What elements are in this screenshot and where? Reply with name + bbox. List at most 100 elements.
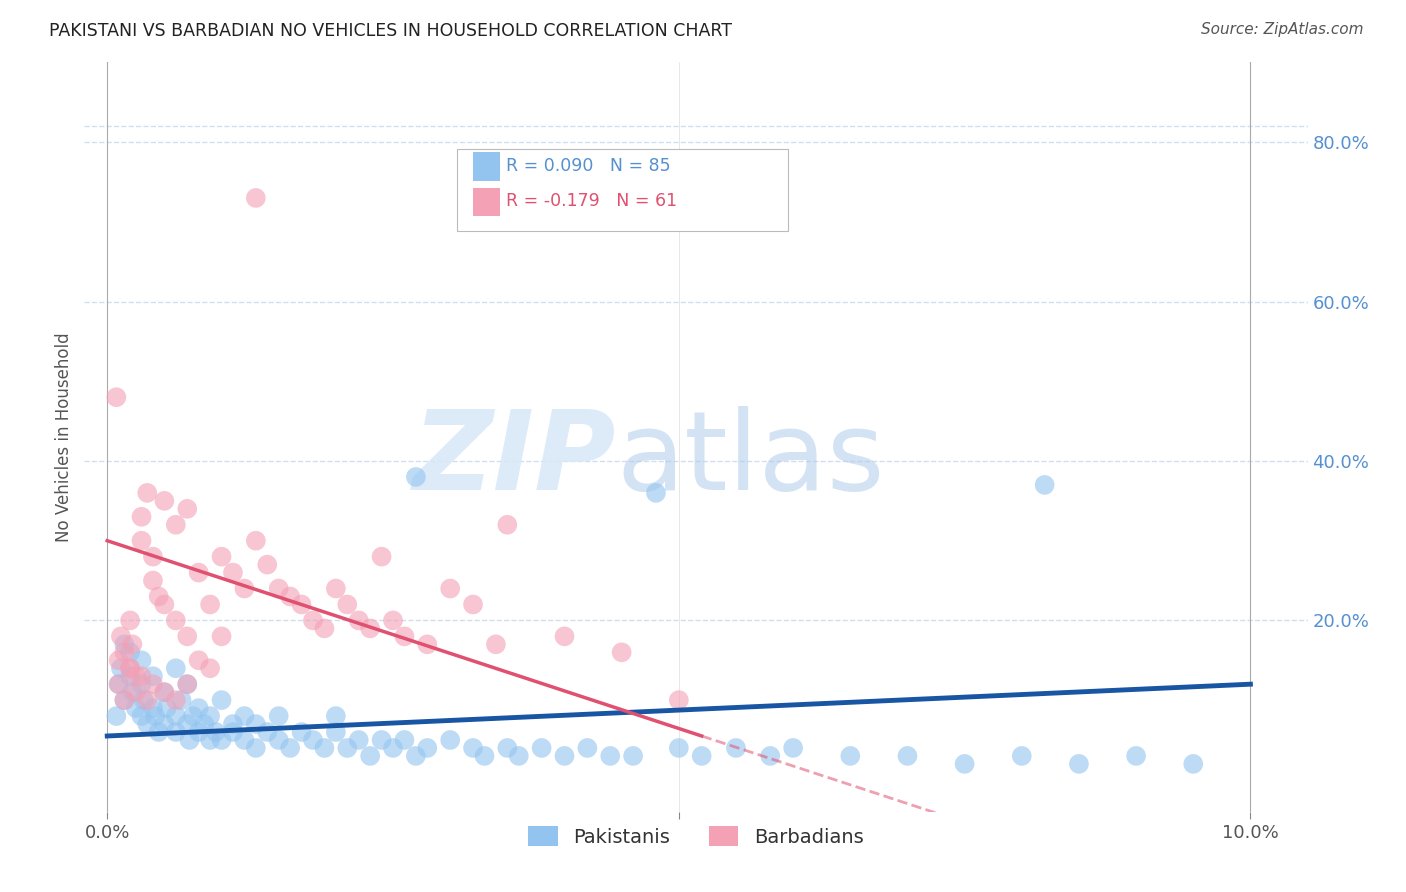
Text: R = -0.179   N = 61: R = -0.179 N = 61: [506, 192, 678, 210]
Point: [1182, 756, 1205, 771]
Point: [211, 629, 233, 643]
Point: [222, 566, 245, 580]
Point: [198, 598, 221, 612]
Point: [107, 653, 129, 667]
Point: [142, 669, 165, 683]
Point: [782, 741, 804, 756]
Point: [325, 725, 347, 739]
Point: [359, 621, 381, 635]
Point: [176, 501, 198, 516]
Point: [233, 582, 256, 596]
Point: [142, 549, 165, 564]
Point: [143, 709, 166, 723]
Point: [176, 717, 198, 731]
Point: [553, 629, 575, 643]
Point: [136, 486, 159, 500]
Point: [131, 533, 153, 548]
Point: [198, 733, 221, 747]
Point: [233, 733, 256, 747]
Point: [142, 701, 165, 715]
Point: [170, 693, 193, 707]
Point: [496, 517, 519, 532]
Text: atlas: atlas: [616, 406, 884, 513]
Point: [165, 725, 187, 739]
Point: [222, 725, 245, 739]
Point: [302, 614, 325, 628]
Point: [645, 486, 668, 500]
Point: [256, 558, 278, 572]
Point: [211, 549, 233, 564]
Point: [125, 669, 148, 683]
Point: [120, 661, 142, 675]
Point: [724, 741, 747, 756]
Point: [416, 741, 439, 756]
Point: [668, 741, 690, 756]
Point: [165, 517, 187, 532]
Point: [136, 693, 159, 707]
Point: [439, 582, 461, 596]
Point: [278, 741, 301, 756]
Point: [347, 733, 370, 747]
Point: [394, 733, 416, 747]
Point: [233, 709, 256, 723]
Point: [121, 637, 143, 651]
Point: [176, 677, 198, 691]
FancyBboxPatch shape: [474, 153, 501, 181]
Point: [187, 725, 209, 739]
Point: [953, 756, 976, 771]
Point: [136, 717, 159, 731]
Point: [205, 725, 228, 739]
Point: [610, 645, 633, 659]
Point: [165, 661, 187, 675]
Point: [267, 582, 290, 596]
Point: [1125, 748, 1147, 763]
Point: [176, 677, 198, 691]
Legend: Pakistanis, Barbadians: Pakistanis, Barbadians: [520, 818, 872, 855]
Point: [112, 645, 135, 659]
Point: [245, 741, 267, 756]
Point: [461, 598, 484, 612]
Point: [121, 685, 143, 699]
Point: [599, 748, 621, 763]
Point: [125, 701, 148, 715]
Point: [553, 748, 575, 763]
Point: [508, 748, 530, 763]
Point: [839, 748, 862, 763]
Point: [896, 748, 918, 763]
Point: [165, 709, 187, 723]
Point: [132, 693, 155, 707]
Text: PAKISTANI VS BARBADIAN NO VEHICLES IN HOUSEHOLD CORRELATION CHART: PAKISTANI VS BARBADIAN NO VEHICLES IN HO…: [49, 22, 733, 40]
Point: [120, 645, 142, 659]
Point: [198, 661, 221, 675]
Point: [222, 717, 245, 731]
Point: [187, 566, 209, 580]
Point: [245, 717, 267, 731]
Point: [131, 509, 153, 524]
Point: [187, 701, 209, 715]
Point: [153, 493, 176, 508]
Point: [148, 590, 170, 604]
Point: [405, 470, 427, 484]
Point: [474, 748, 496, 763]
Point: [1033, 478, 1056, 492]
Point: [336, 598, 359, 612]
Point: [153, 685, 176, 699]
FancyBboxPatch shape: [474, 187, 501, 216]
Text: R = 0.090   N = 85: R = 0.090 N = 85: [506, 157, 671, 175]
Point: [120, 669, 142, 683]
Point: [193, 717, 215, 731]
Point: [112, 693, 135, 707]
Point: [245, 191, 267, 205]
Point: [131, 709, 153, 723]
Point: [370, 733, 392, 747]
Point: [105, 390, 128, 404]
Point: [439, 733, 461, 747]
Point: [187, 653, 209, 667]
Point: [125, 685, 148, 699]
Point: [148, 725, 170, 739]
Point: [198, 709, 221, 723]
Text: Source: ZipAtlas.com: Source: ZipAtlas.com: [1201, 22, 1364, 37]
Point: [110, 629, 132, 643]
Point: [290, 598, 312, 612]
Point: [120, 614, 142, 628]
